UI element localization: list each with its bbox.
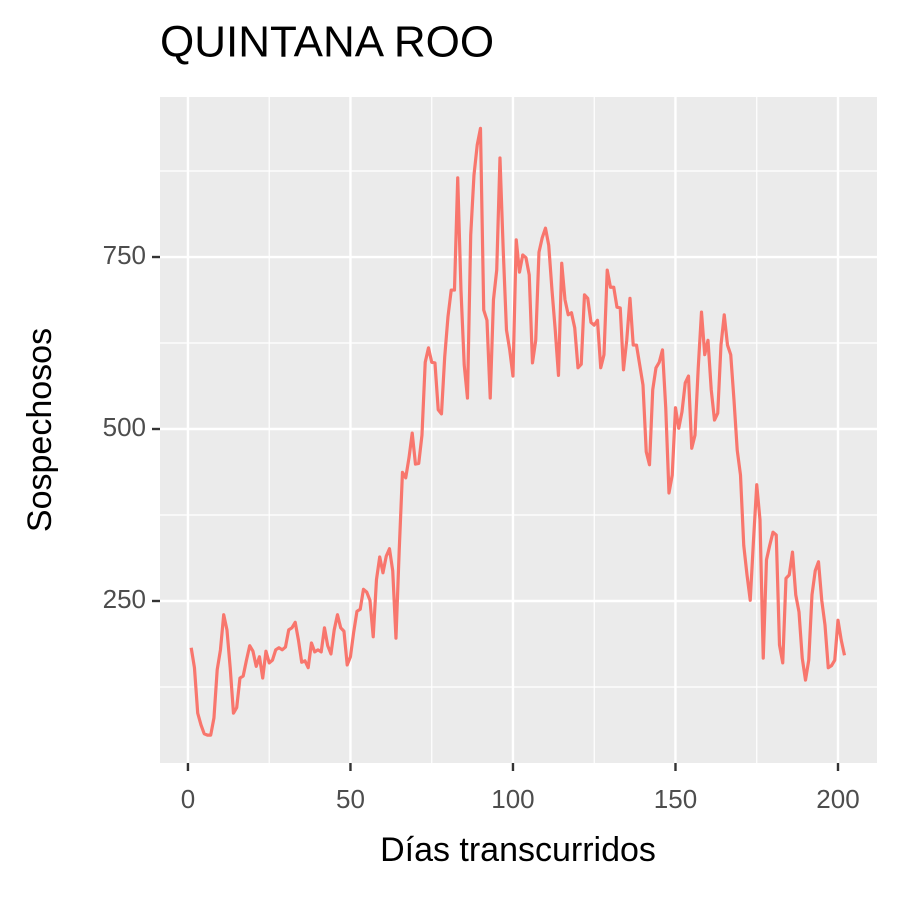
y-tick-label: 500 (103, 412, 146, 442)
x-tick-label: 50 (336, 784, 365, 814)
x-tick-label: 200 (816, 784, 859, 814)
line (189, 126, 847, 737)
x-axis-label: Días transcurridos (380, 831, 656, 869)
x-tick-label: 150 (654, 784, 697, 814)
y-tick-label: 250 (103, 584, 146, 614)
y-tick-label: 750 (103, 240, 146, 270)
y-axis-label: Sospechosos (21, 328, 59, 532)
chart-title: QUINTANA ROO (160, 18, 494, 67)
x-tick-label: 0 (181, 784, 195, 814)
x-tick-label: 100 (491, 784, 534, 814)
